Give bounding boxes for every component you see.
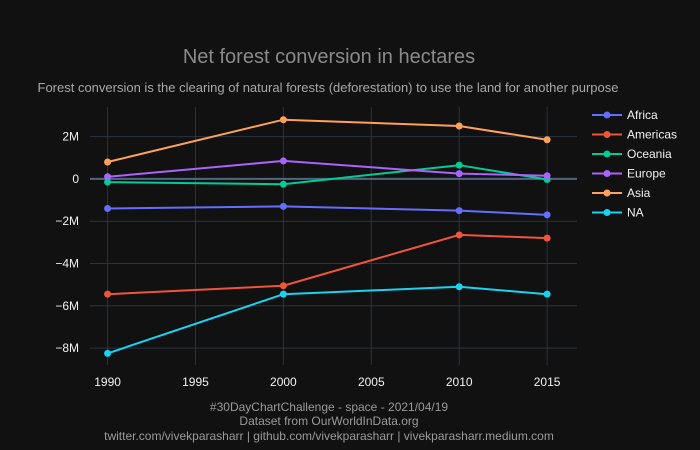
series-africa[interactable] <box>104 202 551 219</box>
legend-marker <box>603 189 611 197</box>
chart-title: Net forest conversion in hectares <box>183 46 475 68</box>
data-point[interactable] <box>104 158 112 166</box>
data-point[interactable] <box>543 290 551 298</box>
x-tick-label: 2010 <box>446 375 473 389</box>
series-line <box>107 164 548 186</box>
data-point[interactable] <box>455 161 463 169</box>
series-line <box>107 285 548 355</box>
legend-marker <box>603 111 611 119</box>
data-point[interactable] <box>455 170 463 178</box>
data-point[interactable] <box>104 178 112 186</box>
y-tick-label: −2M <box>55 214 79 228</box>
data-point[interactable] <box>104 349 112 357</box>
legend-label: Europe <box>627 167 666 181</box>
data-point[interactable] <box>279 282 287 290</box>
legend-item-asia[interactable]: Asia <box>592 186 651 200</box>
series-line <box>107 233 548 296</box>
series-layer <box>104 116 551 357</box>
series-line <box>107 159 548 178</box>
legend-item-africa[interactable]: Africa <box>592 108 658 122</box>
data-point[interactable] <box>279 157 287 165</box>
y-tick-label: −6M <box>55 299 79 313</box>
legend-item-americas[interactable]: Americas <box>592 128 677 142</box>
legend-marker <box>603 209 611 216</box>
footer-line-3: twitter.com/vivekparasharr | github.com/… <box>104 429 554 443</box>
y-tick-label: −8M <box>55 341 79 355</box>
series-americas[interactable] <box>104 231 551 298</box>
legend-item-oceania[interactable]: Oceania <box>592 147 672 161</box>
data-point[interactable] <box>279 180 287 188</box>
legend-label: Africa <box>627 108 658 122</box>
x-tick-label: 2015 <box>534 375 561 389</box>
data-point[interactable] <box>279 202 287 210</box>
data-point[interactable] <box>455 231 463 239</box>
legend-label: Asia <box>627 186 651 200</box>
y-tick-label: 2M <box>62 130 79 144</box>
legend-label: Oceania <box>627 147 672 161</box>
data-point[interactable] <box>279 290 287 298</box>
legend-label: NA <box>627 206 644 220</box>
legend-marker <box>603 170 611 177</box>
x-tick-label: 2005 <box>358 375 385 389</box>
legend-item-europe[interactable]: Europe <box>592 167 666 181</box>
footer-line-1: #30DayChartChallenge - space - 2021/04/1… <box>210 400 448 414</box>
legend-marker <box>603 131 611 138</box>
series-line <box>107 205 548 216</box>
data-point[interactable] <box>455 207 463 215</box>
axis-layer: 1990 1995 2000 2005 2010 2015 2M 0 −2M −4M −6M −8M <box>55 130 560 389</box>
data-point[interactable] <box>543 211 551 219</box>
y-tick-label: −4M <box>55 256 79 270</box>
chart-subtitle: Forest conversion is the clearing of nat… <box>38 80 619 95</box>
y-tick-label: 0 <box>72 172 79 186</box>
x-tick-label: 1990 <box>94 375 121 389</box>
series-europe[interactable] <box>104 157 551 181</box>
data-point[interactable] <box>104 205 112 213</box>
legend-label: Americas <box>627 128 677 142</box>
legend-marker <box>603 150 611 158</box>
data-point[interactable] <box>543 172 551 180</box>
footer-line-2: Dataset from OurWorldInData.org <box>239 414 418 428</box>
data-point[interactable] <box>279 116 287 124</box>
series-asia[interactable] <box>104 116 551 166</box>
data-point[interactable] <box>455 283 463 291</box>
series-na[interactable] <box>104 283 551 357</box>
series-oceania[interactable] <box>104 161 551 188</box>
legend[interactable]: Africa Americas Oceania Europe Asia NA <box>592 108 677 220</box>
data-point[interactable] <box>455 122 463 130</box>
x-tick-label: 1995 <box>182 375 209 389</box>
x-tick-label: 2000 <box>270 375 297 389</box>
data-point[interactable] <box>104 290 112 298</box>
data-point[interactable] <box>543 234 551 242</box>
legend-item-na[interactable]: NA <box>592 206 644 220</box>
data-point[interactable] <box>104 173 112 181</box>
data-point[interactable] <box>543 136 551 144</box>
series-line <box>107 118 548 163</box>
